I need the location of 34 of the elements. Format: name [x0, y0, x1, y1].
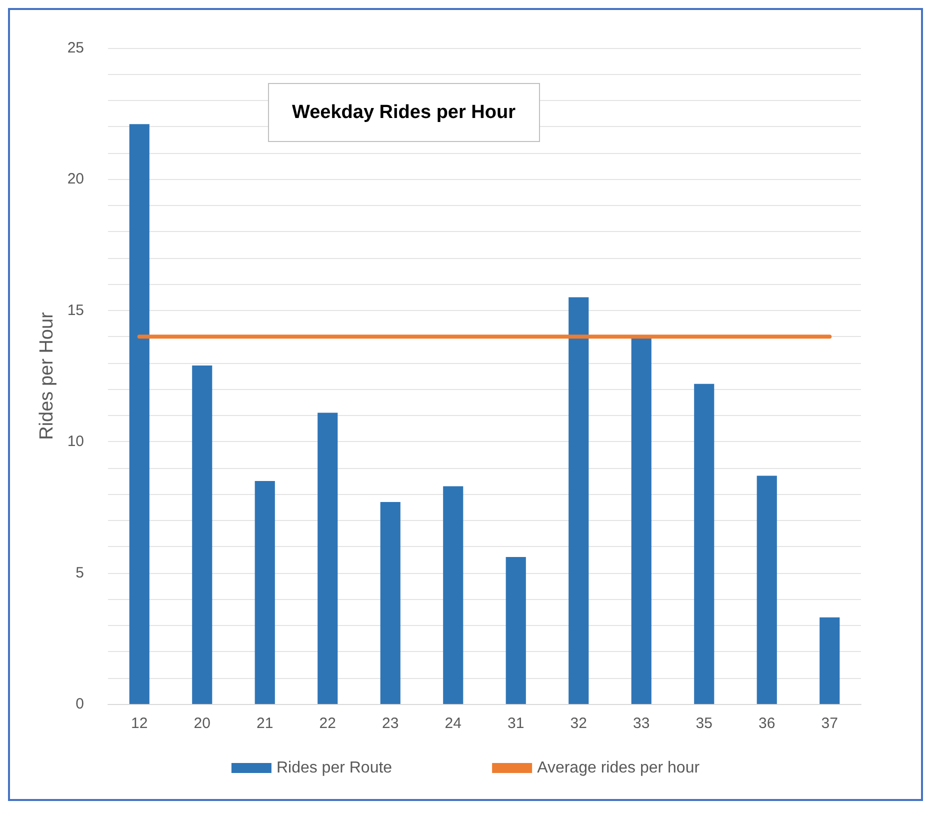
- y-axis-title: Rides per Hour: [36, 311, 58, 440]
- bar: [756, 476, 777, 704]
- x-tick-label: 24: [444, 715, 462, 732]
- bar: [192, 366, 212, 704]
- x-tick-label: 12: [131, 715, 148, 732]
- x-tick-label: 36: [758, 715, 776, 732]
- bar: [443, 486, 464, 704]
- x-tick-label: 22: [319, 715, 336, 732]
- x-tick-label: 35: [696, 715, 712, 732]
- legend-label: Rides per Route: [276, 760, 392, 776]
- y-tick-label: 15: [67, 302, 84, 319]
- bar: [568, 297, 589, 704]
- bar: [631, 336, 652, 704]
- x-tick-label: 33: [633, 715, 650, 732]
- x-tick-label: 32: [570, 715, 587, 732]
- text: Weekday Rides per Hour: [292, 102, 516, 123]
- bar: [380, 502, 400, 704]
- x-tick-label: 20: [194, 715, 210, 732]
- y-tick-label: 0: [76, 696, 84, 712]
- y-tick-label: 10: [67, 433, 84, 450]
- bar: [318, 412, 338, 704]
- x-tick-label: 23: [382, 715, 399, 732]
- bar: [506, 557, 526, 704]
- legend-label: Average rides per hour: [537, 760, 700, 776]
- bar: [694, 384, 714, 704]
- y-tick-label: 20: [67, 170, 84, 188]
- bar: [820, 617, 840, 704]
- bar: [129, 124, 150, 704]
- y-tick-label: 5: [76, 564, 84, 582]
- x-tick-label: 31: [508, 715, 524, 732]
- y-tick-label: 25: [67, 40, 84, 56]
- x-tick-label: 21: [256, 715, 274, 732]
- x-tick-label: 37: [821, 715, 838, 732]
- bar: [254, 480, 275, 704]
